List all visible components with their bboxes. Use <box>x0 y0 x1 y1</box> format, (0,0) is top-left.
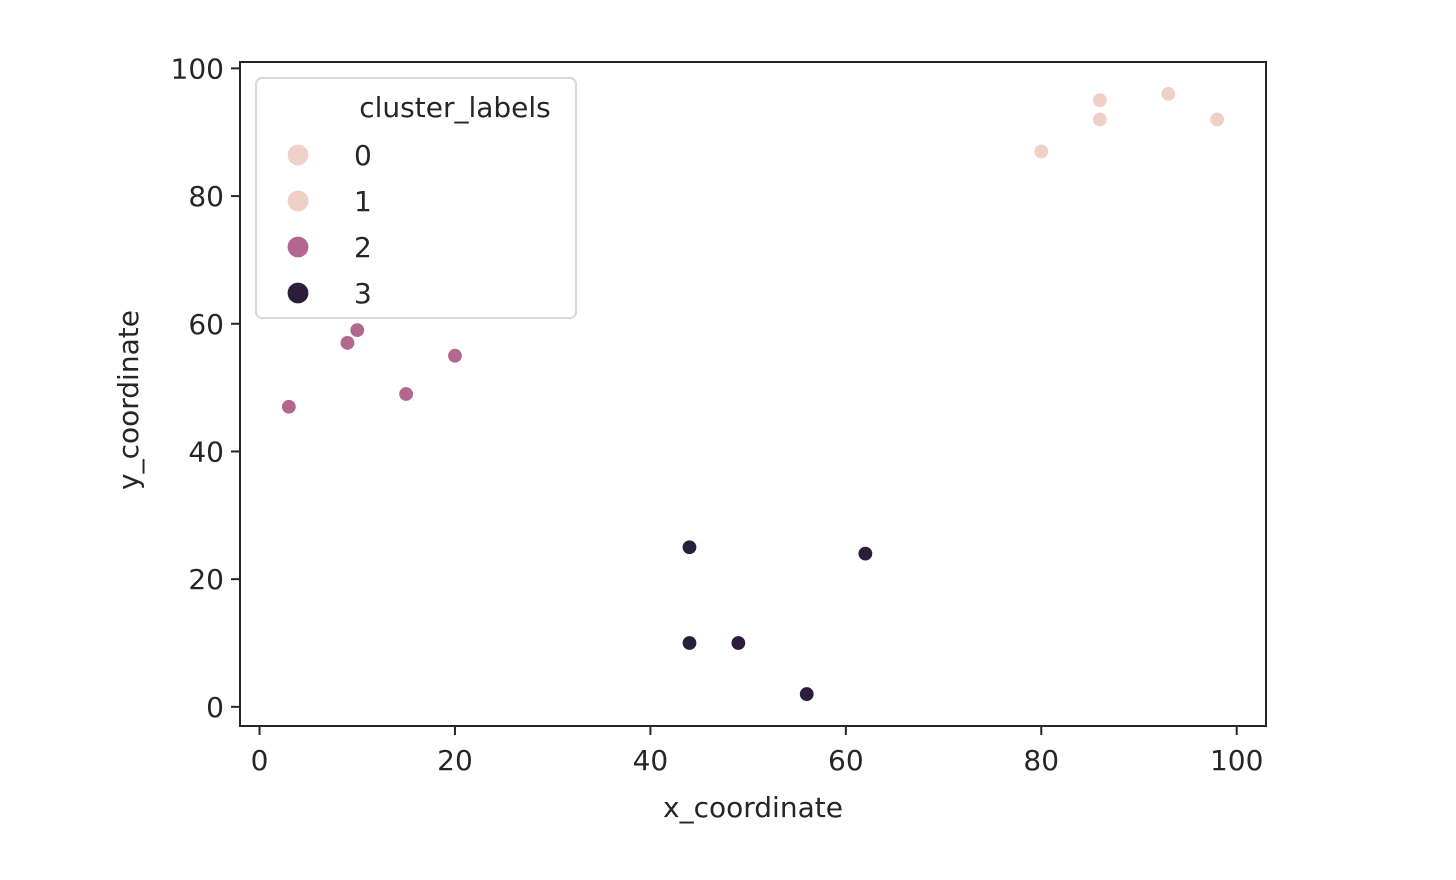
legend-entries: 0 1 2 3 <box>286 139 372 310</box>
legend-label: 0 <box>354 139 372 172</box>
y-axis: 0 20 40 60 80 100 <box>171 52 240 724</box>
data-point-cluster-3 <box>798 685 815 703</box>
x-axis-label: x_coordinate <box>663 791 843 824</box>
data-point-cluster-2 <box>398 385 415 403</box>
data-point-cluster-3 <box>681 634 698 652</box>
data-point-cluster-3 <box>730 634 747 652</box>
x-axis: 0 20 40 60 80 100 <box>251 726 1263 777</box>
legend-label: 1 <box>354 185 372 218</box>
legend-marker <box>286 143 310 167</box>
x-tick-label: 20 <box>437 744 473 777</box>
data-point-cluster-2 <box>446 347 464 364</box>
legend-marker <box>286 281 310 305</box>
data-point-cluster-3 <box>681 539 698 556</box>
data-points <box>280 85 1226 703</box>
legend-marker <box>286 235 310 259</box>
legend-label: 2 <box>354 231 372 264</box>
legend-box <box>255 77 577 319</box>
y-tick-label: 0 <box>206 691 224 724</box>
data-point-cluster-2 <box>339 334 356 352</box>
y-tick-label: 80 <box>188 180 224 213</box>
y-tick-label: 20 <box>188 563 224 596</box>
x-tick-label: 80 <box>1023 744 1059 777</box>
data-point-cluster-1 <box>1160 85 1177 103</box>
data-point-cluster-1 <box>1033 143 1050 160</box>
x-tick-label: 40 <box>633 744 669 777</box>
x-tick-label: 60 <box>828 744 864 777</box>
legend: cluster_labels 0 1 2 3 <box>255 77 577 319</box>
y-tick-label: 100 <box>171 52 224 85</box>
data-point-cluster-2 <box>349 322 366 339</box>
x-tick-label: 100 <box>1210 744 1263 777</box>
legend-title: cluster_labels <box>359 91 551 124</box>
y-tick-label: 40 <box>188 435 224 468</box>
data-point-cluster-2 <box>280 398 297 415</box>
x-tick-label: 0 <box>251 744 269 777</box>
data-point-cluster-1 <box>1091 92 1108 109</box>
y-tick-label: 60 <box>188 308 224 341</box>
data-point-cluster-1 <box>1209 111 1226 128</box>
y-axis-label: y_coordinate <box>112 310 145 490</box>
data-point-cluster-1 <box>1091 111 1108 128</box>
data-point-cluster-3 <box>857 545 874 562</box>
legend-marker <box>286 189 310 213</box>
legend-label: 3 <box>354 277 372 310</box>
